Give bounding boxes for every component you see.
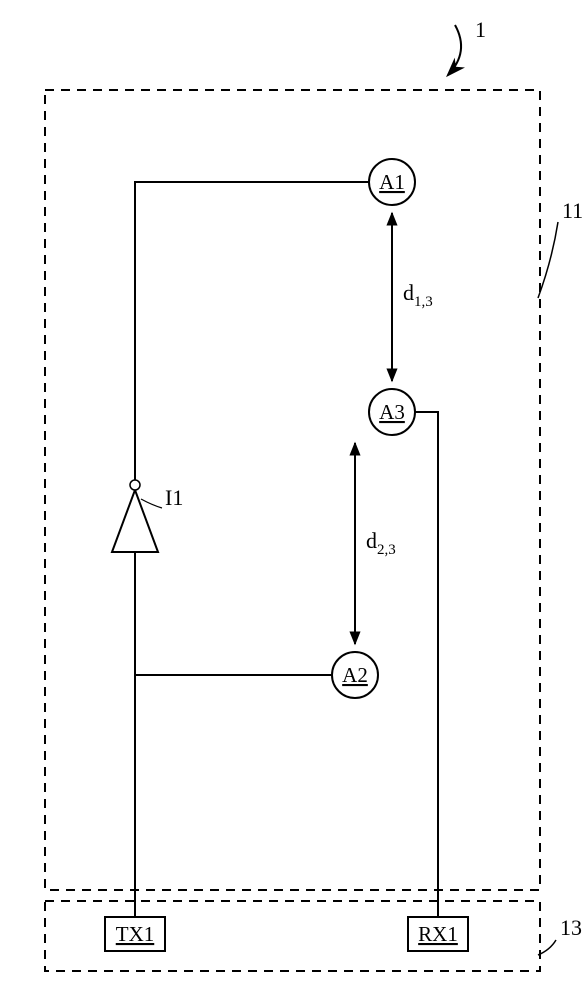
tx-label: TX1	[116, 922, 155, 946]
amplifier-label: I1	[165, 485, 183, 510]
amplifier-leader	[141, 499, 162, 508]
svg-text:1,3: 1,3	[414, 294, 433, 310]
wire-a3-to-rx	[415, 412, 438, 917]
wire-amp-to-a1	[135, 182, 369, 480]
distance-label-d13: d1,3	[403, 280, 433, 310]
box11-label: 11	[562, 198, 583, 223]
figure-ref-arrow	[448, 25, 461, 75]
amplifier-icon	[112, 490, 158, 552]
svg-text:2,3: 2,3	[377, 542, 396, 558]
node-a2-label: A2	[342, 663, 368, 687]
svg-text:d: d	[366, 528, 377, 553]
node-a3-label: A3	[379, 400, 405, 424]
svg-text:d: d	[403, 280, 414, 305]
rx-label: RX1	[418, 922, 458, 946]
amplifier-inversion-circle	[130, 480, 140, 490]
distance-label-d23: d2,3	[366, 528, 396, 558]
node-a1-label: A1	[379, 170, 405, 194]
figure-ref-label: 1	[475, 17, 486, 42]
box13-label: 13	[560, 915, 582, 940]
box11	[45, 90, 540, 890]
